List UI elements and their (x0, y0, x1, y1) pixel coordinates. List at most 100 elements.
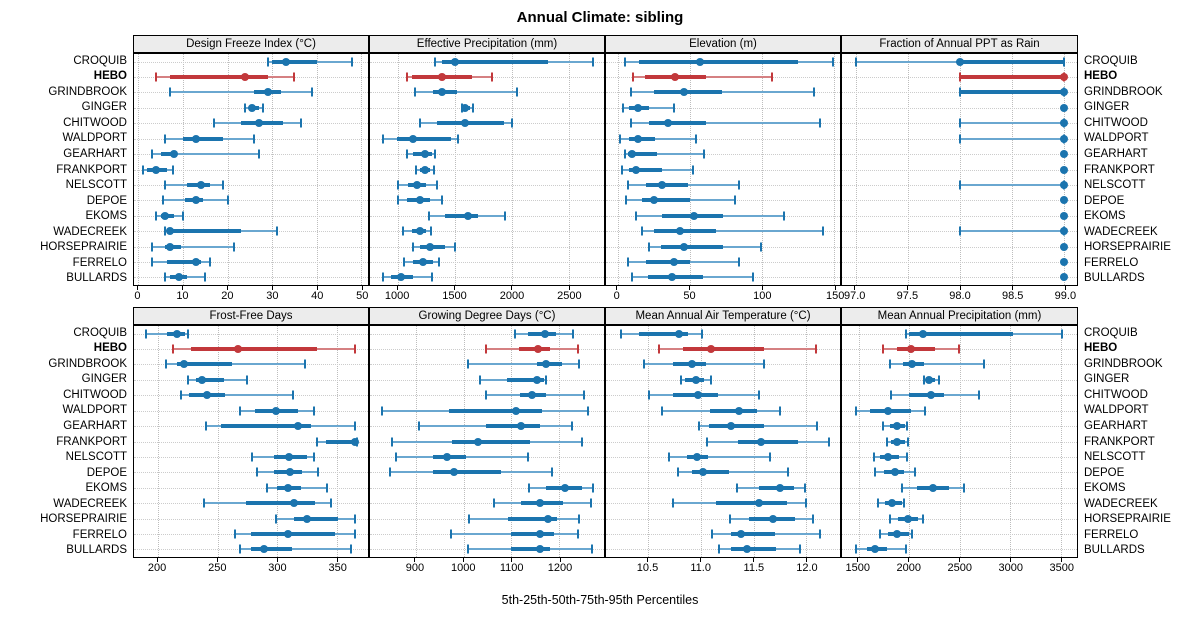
whisker-cap-low (244, 103, 247, 113)
whisker-line (166, 363, 305, 366)
tick-mark (1012, 286, 1014, 290)
median-dot (534, 345, 543, 354)
median-dot (929, 483, 938, 492)
grid-hline (134, 184, 368, 186)
whisker-cap-low (402, 226, 405, 236)
spacer (8, 35, 133, 53)
iqr-bar (639, 59, 799, 64)
whisker-cap-high (550, 467, 553, 477)
whisker-cap-high (906, 421, 909, 431)
whisker-cap-low (275, 514, 278, 523)
whisker-cap-low (642, 359, 645, 369)
whisker-cap-low (164, 226, 167, 236)
whisker-cap-high (590, 498, 593, 508)
whisker-cap-high (222, 180, 225, 190)
grid-hline (134, 246, 368, 248)
whisker-cap-low (711, 529, 714, 539)
panel-elevation (605, 53, 841, 286)
whisker-cap-low (164, 180, 167, 190)
median-dot (908, 360, 917, 369)
station-label: EKOMS (1084, 210, 1126, 223)
whisker-cap-low (204, 421, 207, 431)
x-axis-mean-annual-precipitation: 1500 2000 2500 3000 3500 (841, 558, 1078, 579)
whisker-line (960, 183, 1065, 186)
whisker-cap-high (694, 134, 697, 144)
station-label: NELSCOTT (65, 179, 127, 192)
iqr-bar (653, 229, 716, 234)
whisker-cap-low (629, 118, 632, 128)
tick-mark (414, 558, 416, 562)
whisker-cap-high (821, 226, 824, 236)
median-dot (420, 165, 429, 174)
whisker-cap-low (485, 390, 488, 400)
tick-label: 1500 (845, 562, 870, 574)
whisker-cap-high (804, 483, 807, 493)
whisker-cap-high (353, 529, 356, 539)
iqr-bar (960, 59, 1065, 64)
median-dot (956, 57, 965, 66)
iqr-bar (396, 136, 452, 141)
whisker-cap-low (164, 134, 167, 144)
median-dot (533, 375, 542, 384)
whisker-cap-high (233, 242, 236, 251)
tick-label: 50 (683, 290, 696, 302)
whisker-cap-low (619, 134, 622, 144)
whisker-cap-low (266, 57, 269, 67)
whisker-cap-high (313, 406, 316, 416)
median-dot (633, 134, 642, 143)
panel-strip-elevation: Elevation (m) (605, 35, 841, 53)
whisker-cap-low (641, 226, 644, 236)
station-label: CROQUIB (1084, 54, 1138, 67)
iqr-bar (442, 59, 549, 64)
whisker-cap-low (395, 452, 398, 462)
panel-mean-annual-precipitation (841, 325, 1078, 558)
iqr-bar (629, 136, 656, 141)
whisker-line (960, 122, 1065, 125)
whisker-cap-high (957, 344, 960, 354)
iqr-bar (444, 213, 479, 218)
whisker-cap-low (623, 149, 626, 159)
median-dot (658, 180, 667, 189)
median-dot (727, 422, 736, 431)
median-dot (754, 499, 763, 508)
median-dot (871, 545, 880, 554)
median-dot (1060, 88, 1069, 97)
tick-mark (559, 558, 561, 562)
whisker-cap-low (484, 344, 487, 354)
whisker-cap-low (872, 452, 875, 462)
whisker-cap-low (150, 257, 153, 267)
spacer (8, 286, 133, 307)
station-label: BULLARDS (1084, 272, 1145, 285)
station-label: GRINDBROOK (1084, 85, 1163, 98)
median-dot (516, 422, 525, 431)
station-label: WALDPORT (62, 404, 127, 417)
whisker-line (624, 153, 705, 156)
median-dot (1060, 165, 1069, 174)
whisker-cap-high (353, 421, 356, 431)
whisker-cap-high (757, 390, 760, 400)
grid-hline (606, 518, 840, 520)
median-dot (679, 88, 688, 97)
tick-label: 250 (208, 562, 227, 574)
median-dot (438, 73, 447, 82)
grid-hline (842, 472, 1077, 474)
whisker-cap-high (737, 257, 740, 267)
median-dot (1060, 196, 1069, 205)
whisker-cap-high (922, 514, 925, 523)
whisker-cap-high (186, 329, 189, 339)
whisker-cap-high (905, 452, 908, 462)
tick-mark (959, 558, 961, 562)
whisker-cap-low (468, 514, 471, 523)
median-dot (734, 406, 743, 415)
x-axis-elevation: 0 50 100 150 (605, 286, 844, 307)
tick-mark (396, 286, 398, 290)
grid-hline (370, 277, 604, 279)
whisker-cap-high (300, 118, 303, 128)
whisker-cap-low (186, 375, 189, 385)
whisker-cap-high (326, 483, 329, 493)
median-dot (198, 375, 207, 384)
median-dot (1060, 134, 1069, 143)
spacer (1078, 307, 1190, 325)
median-dot (450, 468, 459, 477)
